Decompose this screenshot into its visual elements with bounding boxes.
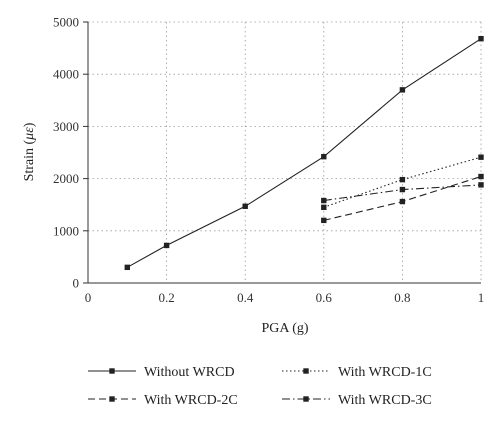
data-point xyxy=(242,203,248,209)
legend-label: Without WRCD xyxy=(144,365,235,380)
tick-labels: 0 0.2 0.4 0.6 0.8 1 0 1000 2000 3000 4000 5000 xyxy=(53,15,484,306)
data-point xyxy=(478,173,484,180)
legend-item: Without WRCD xyxy=(88,365,235,380)
y-tick-label: 3000 xyxy=(53,119,79,134)
data-point xyxy=(321,204,327,211)
x-tick-label: 0 xyxy=(85,290,92,305)
data-point xyxy=(399,198,406,205)
x-tick-label: 0.8 xyxy=(394,290,410,305)
legend-item: With WRCD-2C xyxy=(88,393,238,408)
series-line xyxy=(127,38,482,268)
y-tick-label: 4000 xyxy=(53,67,79,82)
legend-label: With WRCD-1C xyxy=(338,365,432,380)
legend-item: With WRCD-3C xyxy=(282,393,432,408)
legend: Without WRCD With WRCD-1C With WRCD-2C With… xyxy=(88,365,432,408)
x-tick-label: 0.6 xyxy=(316,290,333,305)
series-4 xyxy=(321,182,484,204)
legend-marker xyxy=(303,368,309,374)
x-tick-label: 0.4 xyxy=(237,290,254,305)
legend-marker xyxy=(109,368,115,374)
y-tick-label: 0 xyxy=(73,276,80,291)
data-point xyxy=(478,182,484,188)
y-tick-label: 1000 xyxy=(53,223,79,238)
legend-label: With WRCD-2C xyxy=(144,393,238,408)
data-series xyxy=(124,36,484,271)
data-point xyxy=(163,242,170,249)
x-tick-label: 0.2 xyxy=(158,290,174,305)
data-point xyxy=(399,176,406,183)
y-axis-title-unit: με xyxy=(22,127,37,141)
y-axis-title-prefix: Strain ( xyxy=(22,139,37,181)
y-axis-title: Strain (με) xyxy=(22,122,37,181)
data-point xyxy=(321,217,327,224)
x-axis-title: PGA (g) xyxy=(261,321,308,336)
legend-label: With WRCD-3C xyxy=(338,393,432,408)
data-point xyxy=(321,153,327,160)
axes xyxy=(83,21,481,284)
data-point xyxy=(478,154,484,160)
series-3 xyxy=(321,173,484,224)
series-1 xyxy=(124,36,484,271)
legend-marker xyxy=(109,396,115,402)
grid-lines xyxy=(88,21,482,283)
series-2 xyxy=(321,154,484,211)
data-point xyxy=(321,197,327,204)
data-point xyxy=(399,186,406,193)
data-point xyxy=(399,87,406,93)
legend-item: With WRCD-1C xyxy=(282,365,432,380)
data-point xyxy=(478,36,484,42)
y-tick-label: 5000 xyxy=(53,15,79,30)
x-tick-label: 1 xyxy=(478,290,485,305)
legend-marker xyxy=(303,396,309,402)
data-point xyxy=(124,264,130,271)
y-axis-title-suffix: ) xyxy=(22,122,37,127)
y-tick-label: 2000 xyxy=(53,171,79,186)
